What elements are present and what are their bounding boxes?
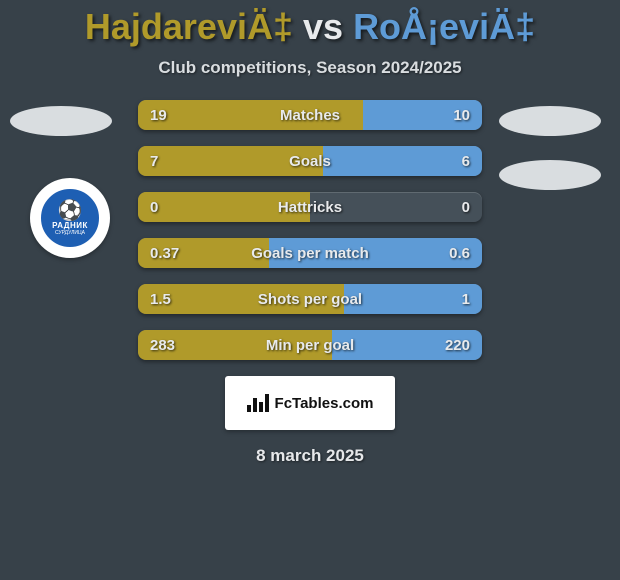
snapshot-date: 8 march 2025	[0, 446, 620, 466]
stat-value-right: 0	[462, 192, 470, 222]
stat-value-right: 0.6	[449, 238, 470, 268]
competition-subtitle: Club competitions, Season 2024/2025	[0, 58, 620, 78]
stat-value-right: 10	[453, 100, 470, 130]
stat-value-right: 1	[462, 284, 470, 314]
stat-row: 7Goals6	[138, 146, 482, 176]
club-city-text: СУРДУЛИЦА	[55, 230, 85, 236]
stat-label: Min per goal	[138, 330, 482, 360]
comparison-title: HajdareviÄ‡ vs RoÅ¡eviÄ‡	[0, 0, 620, 48]
soccer-ball-icon: ⚽	[58, 201, 83, 221]
stat-label: Matches	[138, 100, 482, 130]
stat-label: Goals per match	[138, 238, 482, 268]
stat-row: 0Hattricks0	[138, 192, 482, 222]
stats-panel: ⚽ РАДНИК СУРДУЛИЦА 19Matches10 7Goals6 0Ha…	[0, 100, 620, 466]
stat-value-right: 6	[462, 146, 470, 176]
stat-row: 0.37Goals per match0.6	[138, 238, 482, 268]
player-right-placeholder-icon	[499, 106, 601, 136]
player-right-name: RoÅ¡eviÄ‡	[353, 6, 535, 47]
stat-row: 19Matches10	[138, 100, 482, 130]
stat-row: 283Min per goal220	[138, 330, 482, 360]
stat-value-right: 220	[445, 330, 470, 360]
club-logo-left: ⚽ РАДНИК СУРДУЛИЦА	[30, 178, 110, 258]
vs-text: vs	[303, 6, 343, 47]
bar-chart-icon	[247, 394, 269, 412]
player-left-placeholder-icon	[10, 106, 112, 136]
club-name-text: РАДНИК	[52, 221, 88, 230]
fctables-brand: FcTables.com	[225, 376, 395, 430]
player-right-club-placeholder-icon	[499, 160, 601, 190]
stat-bars: 19Matches10 7Goals6 0Hattricks0 0.37Goals p…	[138, 100, 482, 360]
stat-label: Hattricks	[138, 192, 482, 222]
stat-label: Shots per goal	[138, 284, 482, 314]
stat-row: 1.5Shots per goal1	[138, 284, 482, 314]
player-left-name: HajdareviÄ‡	[85, 6, 293, 47]
stat-label: Goals	[138, 146, 482, 176]
brand-text: FcTables.com	[275, 395, 374, 412]
